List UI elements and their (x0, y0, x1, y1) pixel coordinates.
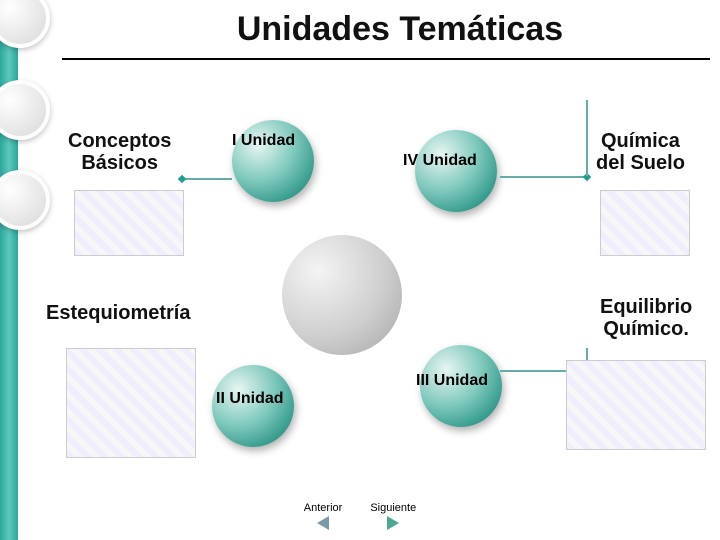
sphere-u4 (415, 130, 497, 212)
arrow-right-icon (387, 516, 399, 530)
nav-bar: Anterior Siguiente (0, 502, 720, 530)
prev-button[interactable]: Anterior (304, 502, 343, 530)
topic-estequiometria: Estequiometría (46, 302, 190, 324)
arrow-left-icon (317, 516, 329, 530)
unit-2-label: II Unidad (216, 390, 284, 408)
next-button[interactable]: Siguiente (370, 502, 416, 530)
next-label: Siguiente (370, 502, 416, 514)
connector-line (500, 176, 586, 178)
unit-3-label: III Unidad (416, 372, 488, 390)
prev-label: Anterior (304, 502, 343, 514)
connector-line (586, 100, 588, 176)
sidebar-bubble (0, 170, 50, 230)
thumbnail-placeholder (600, 190, 690, 256)
connector-endcap-icon (178, 175, 186, 183)
unit-4-label: IV Unidad (403, 152, 477, 170)
sidebar-bubble (0, 80, 50, 140)
sidebar-bubble (0, 0, 50, 48)
page-title: Unidades Temáticas (100, 10, 700, 49)
topic-quimica-del-suelo: Químicadel Suelo (596, 130, 685, 174)
connector-line (182, 178, 232, 180)
title-underline (62, 58, 710, 60)
sphere-center (282, 235, 402, 355)
thumbnail-placeholder (74, 190, 184, 256)
unit-1-label: I Unidad (232, 132, 295, 150)
topic-conceptos-basicos: ConceptosBásicos (68, 130, 171, 174)
topic-equilibrio-quimico: EquilibrioQuímico. (600, 296, 692, 340)
thumbnail-placeholder (566, 360, 706, 450)
thumbnail-placeholder (66, 348, 196, 458)
